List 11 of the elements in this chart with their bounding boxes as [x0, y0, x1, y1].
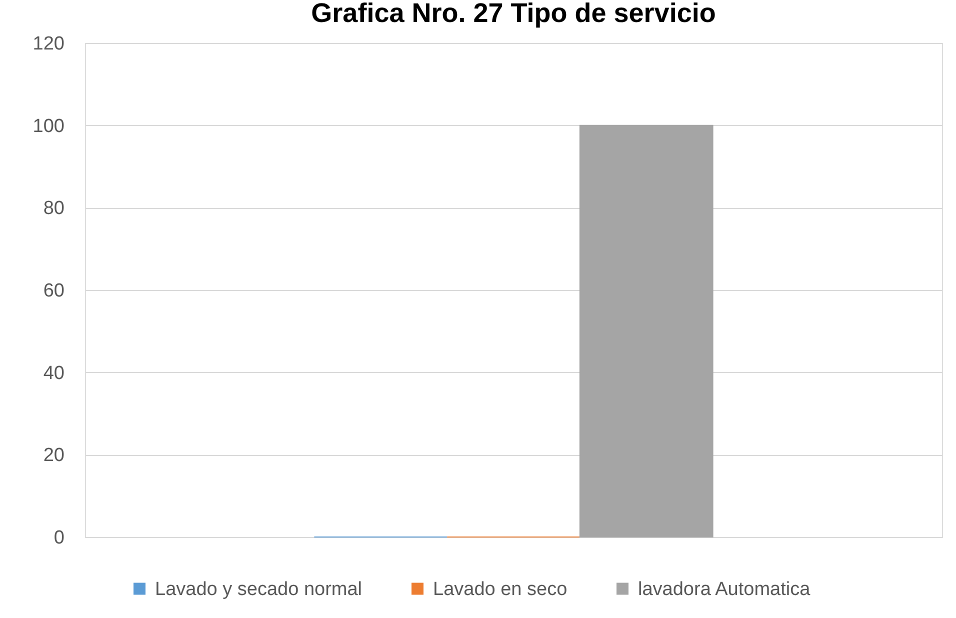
y-tick-label: 0 — [54, 528, 64, 548]
y-tick-label: 80 — [43, 198, 64, 220]
y-tick-label: 100 — [32, 116, 64, 137]
legend-label: lavadora Automatica — [638, 578, 811, 600]
y-tick-label: 60 — [43, 280, 64, 302]
y-tick-label: 40 — [43, 362, 64, 384]
y-tick-label: 20 — [43, 445, 64, 466]
chart-title: Grafica Nro. 27 Tipo de servicio — [311, 0, 716, 28]
legend-label: Lavado en seco — [433, 578, 568, 600]
legend-label: Lavado y secado normal — [155, 578, 362, 600]
y-tick-label: 120 — [32, 34, 64, 54]
